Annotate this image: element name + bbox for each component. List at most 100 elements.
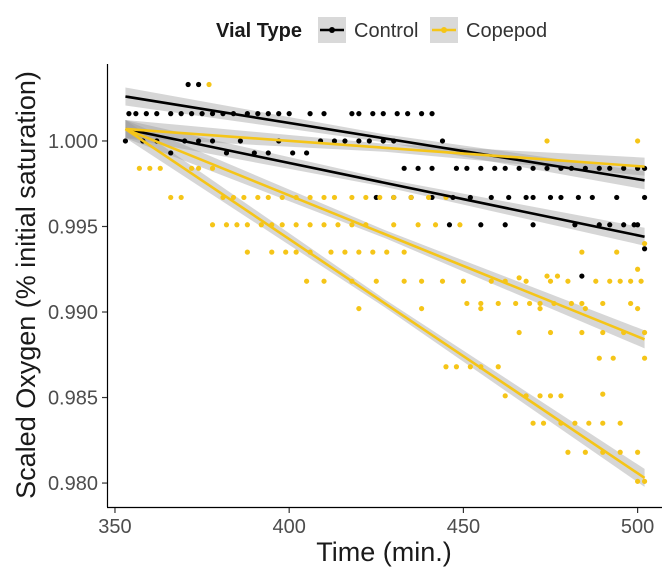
data-point — [321, 222, 327, 228]
data-point — [331, 138, 338, 144]
data-point — [621, 165, 627, 171]
data-point — [495, 300, 501, 307]
data-point — [373, 278, 379, 284]
fit-lines — [124, 95, 646, 480]
data-point — [460, 278, 466, 284]
data-point — [209, 165, 216, 171]
data-point — [405, 111, 411, 117]
data-point — [307, 111, 313, 117]
data-point — [195, 138, 202, 144]
data-point — [255, 194, 261, 201]
data-point — [544, 165, 550, 171]
data-point — [147, 165, 153, 171]
fit-line — [124, 127, 646, 341]
data-point — [453, 364, 460, 370]
data-point — [537, 305, 543, 312]
data-point — [467, 364, 473, 370]
data-point — [617, 420, 623, 426]
data-point — [189, 165, 195, 171]
data-point — [342, 249, 348, 255]
data-point — [349, 111, 355, 117]
data-point — [255, 111, 261, 117]
data-point — [237, 138, 244, 144]
data-point — [168, 194, 174, 201]
data-point — [206, 81, 212, 88]
data-point — [377, 194, 383, 201]
data-point — [600, 391, 606, 397]
legend: Vial Type Control Copepod — [216, 17, 547, 43]
data-point — [401, 165, 407, 171]
data-point — [523, 278, 529, 284]
data-point — [635, 266, 641, 272]
data-point — [523, 194, 529, 201]
data-point — [209, 138, 216, 144]
data-point — [641, 246, 648, 252]
data-point — [446, 222, 453, 228]
data-point — [558, 194, 564, 201]
data-point — [154, 111, 160, 117]
data-point — [244, 222, 250, 228]
data-point — [572, 420, 578, 426]
data-point — [478, 300, 484, 307]
data-point — [349, 222, 355, 228]
data-point — [126, 111, 132, 117]
data-point — [178, 111, 184, 117]
data-point — [488, 194, 494, 201]
legend-label-copepod: Copepod — [466, 20, 547, 42]
y-tick-label: 0.995 — [48, 216, 98, 238]
data-point — [418, 111, 425, 117]
data-point — [189, 111, 195, 117]
data-point — [506, 194, 512, 201]
data-point — [265, 150, 271, 156]
data-point — [136, 165, 142, 171]
data-point — [331, 194, 338, 201]
data-point — [432, 222, 439, 228]
data-point — [199, 111, 205, 117]
data-point — [614, 194, 620, 201]
data-point — [530, 194, 536, 201]
plot-area — [122, 81, 648, 487]
data-point — [478, 222, 484, 228]
data-point — [244, 249, 250, 255]
data-point — [293, 222, 299, 228]
data-point — [621, 222, 627, 228]
data-point — [307, 194, 313, 201]
data-point — [356, 138, 362, 144]
data-point — [641, 194, 648, 201]
data-point — [394, 111, 400, 117]
data-point — [195, 165, 202, 171]
data-point — [457, 222, 463, 228]
data-point — [157, 165, 163, 171]
data-point — [209, 222, 216, 228]
data-point — [607, 165, 613, 171]
y-tick-label: 0.985 — [48, 388, 98, 410]
data-point — [492, 165, 498, 171]
data-point — [544, 273, 550, 279]
data-point — [321, 278, 327, 284]
data-point — [391, 194, 397, 201]
data-point — [342, 138, 348, 144]
data-point — [600, 300, 606, 307]
data-point — [526, 300, 533, 307]
legend-title: Vial Type — [216, 20, 302, 42]
data-point — [356, 111, 362, 117]
legend-key-copepod-point — [441, 27, 447, 33]
data-point — [565, 278, 571, 284]
data-point — [502, 165, 508, 171]
data-point — [635, 449, 641, 455]
x-axis-ticks: 350 400 450 500 — [98, 508, 654, 538]
data-point — [356, 305, 362, 312]
data-point — [516, 329, 522, 336]
data-point — [635, 138, 641, 144]
data-point — [258, 222, 264, 228]
data-point — [418, 278, 425, 284]
data-point — [178, 194, 184, 201]
data-point — [234, 222, 240, 228]
data-point — [443, 364, 449, 370]
data-point — [279, 194, 285, 201]
data-point — [415, 222, 421, 228]
data-point — [582, 305, 588, 312]
data-point — [384, 249, 390, 255]
data-point — [600, 420, 606, 426]
data-point — [328, 249, 334, 255]
